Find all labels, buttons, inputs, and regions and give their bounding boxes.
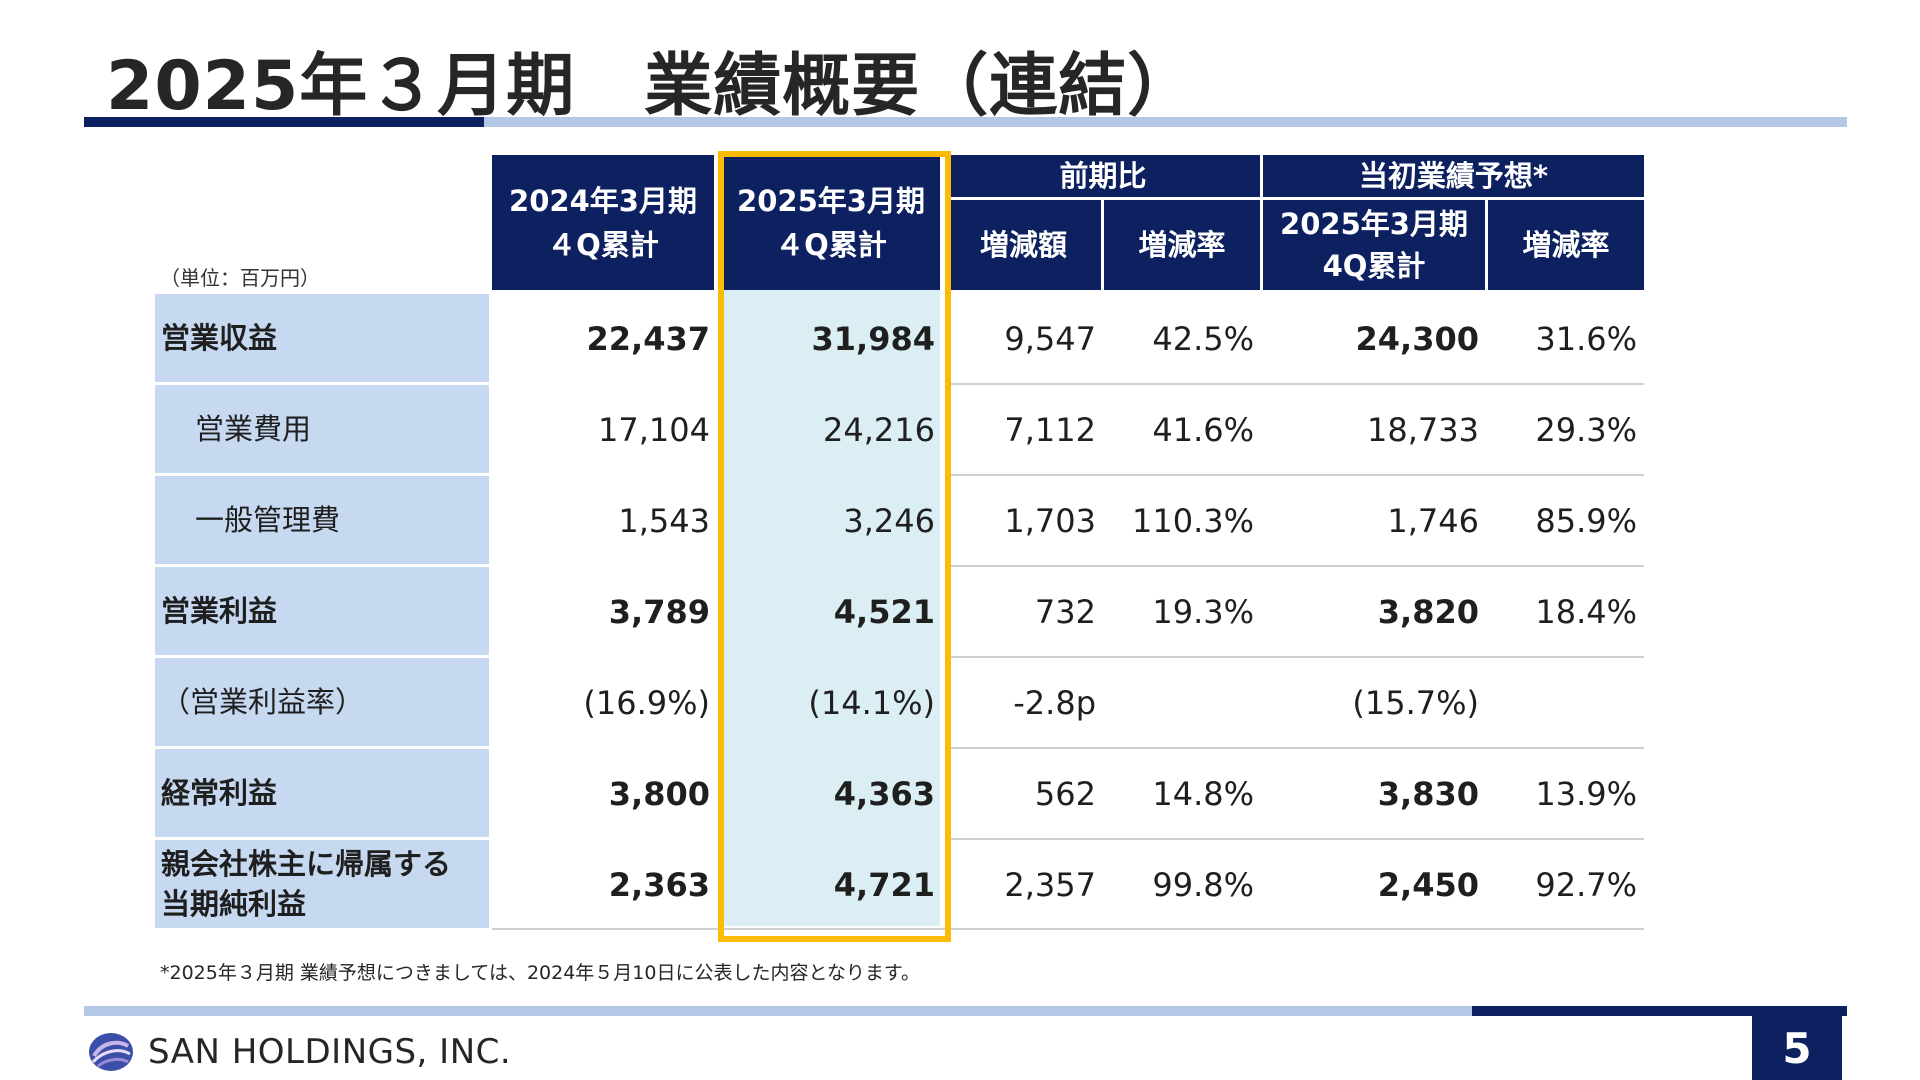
header-2025-line1: 2025年3月期 xyxy=(737,183,925,218)
cell-2024: 17,104 xyxy=(598,411,710,449)
row-divider xyxy=(946,474,1644,476)
row-label-text: 経常利益 xyxy=(161,776,278,810)
row-label-net-profit: 親会社株主に帰属する 当期純利益 xyxy=(155,840,489,928)
header-yoy-rate: 増減率 xyxy=(1104,200,1260,290)
header-2024-line2: ４Q累計 xyxy=(547,227,659,262)
cell-yoy-rate: 14.8% xyxy=(1152,775,1254,813)
title-underline-accent xyxy=(84,117,484,127)
cell-2024: 3,800 xyxy=(608,775,710,813)
title-underline xyxy=(84,117,1847,127)
cell-forecast-rate: 92.7% xyxy=(1535,866,1637,904)
cell-yoy-rate: 19.3% xyxy=(1152,593,1254,631)
row-label-text: （営業利益率） xyxy=(161,685,365,719)
cell-yoy-amount: 1,703 xyxy=(1004,502,1096,540)
header-forecast-rate: 増減率 xyxy=(1488,200,1644,290)
header-forecast-line1: 2025年3月期 xyxy=(1280,207,1468,241)
header-yoy-amount: 増減額 xyxy=(946,200,1101,290)
table-bottom-line xyxy=(492,928,1644,930)
company-name: SAN HOLDINGS, INC. xyxy=(148,1032,512,1072)
cell-yoy-amount: -2.8p xyxy=(1013,684,1096,722)
header-2025: 2025年3月期 ４Q累計 xyxy=(722,155,940,290)
row-label-ordinary-profit: 経常利益 xyxy=(155,749,489,837)
cell-forecast: (15.7%) xyxy=(1352,684,1479,722)
header-2024: 2024年3月期 ４Q累計 xyxy=(492,155,714,290)
row-label-text: 営業収益 xyxy=(161,321,278,355)
row-label-operating-cost: 営業費用 xyxy=(155,385,489,473)
cell-yoy-amount: 7,112 xyxy=(1004,411,1096,449)
cell-yoy-rate: 99.8% xyxy=(1152,866,1254,904)
cell-2025: (14.1%) xyxy=(808,684,935,722)
cell-2025: 4,721 xyxy=(833,866,935,904)
cell-forecast: 18,733 xyxy=(1367,411,1479,449)
row-divider xyxy=(946,565,1644,567)
footnote: *2025年３月期 業績予想につきましては、2024年５月10日に公表した内容と… xyxy=(160,962,921,984)
cell-yoy-rate: 110.3% xyxy=(1131,502,1254,540)
row-label-text-line1: 親会社株主に帰属する xyxy=(161,847,452,881)
cell-forecast-rate: 13.9% xyxy=(1535,775,1637,813)
cell-forecast-rate: 85.9% xyxy=(1535,502,1637,540)
unit-note: （単位：百万円） xyxy=(160,266,320,290)
row-divider xyxy=(946,383,1644,385)
company-logo-icon xyxy=(89,1033,133,1071)
cell-yoy-rate: 41.6% xyxy=(1152,411,1254,449)
cell-2025: 31,984 xyxy=(811,320,935,358)
cell-2025: 24,216 xyxy=(823,411,935,449)
cell-yoy-rate: 42.5% xyxy=(1152,320,1254,358)
cell-2025: 3,246 xyxy=(843,502,935,540)
cell-yoy-amount: 732 xyxy=(1034,593,1096,631)
row-divider xyxy=(946,656,1644,658)
page-title: 2025年３月期 業績概要（連結） xyxy=(106,47,1197,126)
cell-forecast: 3,830 xyxy=(1377,775,1479,813)
cell-forecast-rate: 29.3% xyxy=(1535,411,1637,449)
cell-forecast: 2,450 xyxy=(1377,866,1479,904)
cell-forecast-rate: 31.6% xyxy=(1535,320,1637,358)
cell-2025: 4,521 xyxy=(833,593,935,631)
row-label-revenue: 営業収益 xyxy=(155,294,489,382)
cell-2024: 22,437 xyxy=(586,320,710,358)
cell-yoy-amount: 9,547 xyxy=(1004,320,1096,358)
header-2024-line1: 2024年3月期 xyxy=(509,183,697,218)
header-forecast-group: 当初業績予想* xyxy=(1263,155,1644,197)
row-divider xyxy=(946,838,1644,840)
row-label-text: 一般管理費 xyxy=(195,503,341,537)
row-label-operating-margin: （営業利益率） xyxy=(155,658,489,746)
cell-2025: 4,363 xyxy=(833,775,935,813)
header-forecast-line2: 4Q累計 xyxy=(1322,249,1426,283)
highlight-column-bg xyxy=(722,290,940,926)
cell-2024: 3,789 xyxy=(608,593,710,631)
page-number: 5 xyxy=(1752,1016,1842,1080)
row-label-text: 営業利益 xyxy=(161,594,278,628)
header-2025-line2: ４Q累計 xyxy=(775,227,887,262)
row-label-text-line2: 当期純利益 xyxy=(161,887,307,921)
row-label-admin-cost: 一般管理費 xyxy=(155,476,489,564)
row-label-text: 営業費用 xyxy=(195,412,312,446)
highlight-column-frame xyxy=(718,151,951,942)
header-yoy-group: 前期比 xyxy=(946,155,1260,197)
header-forecast-value: 2025年3月期 4Q累計 xyxy=(1263,200,1485,290)
row-label-operating-profit: 営業利益 xyxy=(155,567,489,655)
cell-yoy-amount: 2,357 xyxy=(1004,866,1096,904)
cell-forecast: 24,300 xyxy=(1355,320,1479,358)
cell-yoy-amount: 562 xyxy=(1034,775,1096,813)
cell-forecast: 3,820 xyxy=(1377,593,1479,631)
footer-bar xyxy=(84,1006,1847,1016)
row-divider xyxy=(946,747,1644,749)
cell-forecast-rate: 18.4% xyxy=(1535,593,1637,631)
cell-forecast: 1,746 xyxy=(1387,502,1479,540)
footer-bar-accent xyxy=(1472,1006,1847,1016)
cell-2024: (16.9%) xyxy=(583,684,710,722)
cell-2024: 1,543 xyxy=(618,502,710,540)
cell-2024: 2,363 xyxy=(608,866,710,904)
